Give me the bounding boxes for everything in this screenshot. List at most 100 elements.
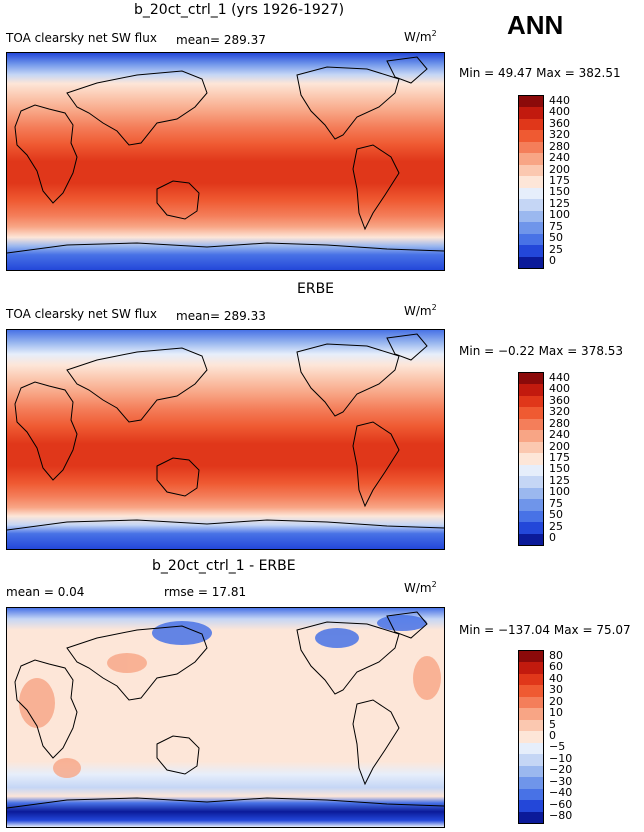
panel2-map-field <box>7 330 444 549</box>
season-label: ANN <box>507 10 564 40</box>
colorbar-tick-label: 175 <box>549 451 570 464</box>
colorbar-tick-label: 200 <box>549 439 570 453</box>
colorbar-tick-label: 240 <box>549 428 570 442</box>
colorbar-swatch <box>519 199 543 212</box>
panel2-title: ERBE <box>297 281 335 297</box>
panel2-colorbar <box>518 372 544 546</box>
colorbar-swatch <box>519 222 543 235</box>
colorbar-swatch <box>519 651 543 663</box>
colorbar-tick-label: −40 <box>549 786 573 800</box>
colorbar-swatch <box>519 441 543 454</box>
panel1-map <box>6 52 445 271</box>
colorbar-swatch <box>519 153 543 166</box>
colorbar-tick-label: −80 <box>549 809 573 823</box>
colorbar-tick-label: 100 <box>549 208 570 222</box>
colorbar-tick-label: 280 <box>549 139 570 153</box>
colorbar-swatch <box>519 742 543 755</box>
colorbar-swatch <box>519 373 543 385</box>
colorbar-tick-label: 400 <box>549 105 570 119</box>
colorbar-swatch <box>519 499 543 512</box>
colorbar-swatch <box>519 522 543 535</box>
colorbar-tick-label: 5 <box>549 717 556 731</box>
colorbar-tick-label: 75 <box>549 219 563 233</box>
panel1-minmax: Min = 49.47 Max = 382.51 <box>459 66 621 80</box>
panel1-units: W/m2 <box>404 29 437 44</box>
colorbar-swatch <box>519 800 543 813</box>
colorbar-tick-label: 360 <box>549 116 570 130</box>
colorbar-swatch <box>519 754 543 767</box>
colorbar-swatch <box>519 430 543 443</box>
colorbar-swatch <box>519 708 543 721</box>
panel3-map-field <box>7 608 444 827</box>
colorbar-tick-label: 150 <box>549 462 570 476</box>
colorbar-tick-label: −5 <box>549 740 566 754</box>
colorbar-tick-label: 0 <box>549 254 556 268</box>
colorbar-tick-label: 25 <box>549 519 563 533</box>
colorbar-swatch <box>519 453 543 466</box>
colorbar-swatch <box>519 811 543 824</box>
colorbar-swatch <box>519 233 543 246</box>
colorbar-swatch <box>519 777 543 790</box>
colorbar-tick-label: 320 <box>549 405 570 419</box>
colorbar-tick-label: 100 <box>549 485 570 499</box>
colorbar-tick-label: 0 <box>549 531 556 545</box>
panel1-map-field <box>7 53 444 270</box>
colorbar-tick-label: 360 <box>549 393 570 407</box>
panel2-variable: TOA clearsky net SW flux <box>6 307 157 321</box>
panel2-minmax: Min = −0.22 Max = 378.53 <box>459 344 624 358</box>
colorbar-tick-label: 440 <box>549 93 570 107</box>
colorbar-tick-label: 175 <box>549 174 570 187</box>
colorbar-tick-label: 320 <box>549 128 570 142</box>
colorbar-tick-label: 440 <box>549 370 570 384</box>
colorbar-swatch <box>519 141 543 154</box>
panel3-rmse: rmse = 17.81 <box>164 585 247 599</box>
colorbar-swatch <box>519 395 543 408</box>
colorbar-swatch <box>519 673 543 686</box>
colorbar-swatch <box>519 210 543 223</box>
colorbar-swatch <box>519 384 543 397</box>
colorbar-tick-label: 40 <box>549 671 563 685</box>
colorbar-swatch <box>519 256 543 269</box>
colorbar-swatch <box>519 187 543 200</box>
colorbar-swatch <box>519 245 543 258</box>
colorbar-tick-label: 280 <box>549 416 570 430</box>
colorbar-tick-label: 50 <box>549 508 563 522</box>
colorbar-tick-label: 0 <box>549 729 556 742</box>
panel1-mean: mean= 289.37 <box>176 33 266 47</box>
colorbar-tick-label: −10 <box>549 751 573 765</box>
colorbar-tick-label: 240 <box>549 151 570 165</box>
colorbar-tick-label: 150 <box>549 185 570 199</box>
colorbar-tick-label: −30 <box>549 774 573 788</box>
panel3-map <box>6 607 445 828</box>
panel3-title: b_20ct_ctrl_1 - ERBE <box>152 558 296 574</box>
panel3-minmax: Min = −137.04 Max = 75.07 <box>459 623 631 637</box>
panel3-colorbar <box>518 650 544 824</box>
colorbar-swatch <box>519 176 543 189</box>
colorbar-swatch <box>519 788 543 801</box>
panel1-variable: TOA clearsky net SW flux <box>6 31 157 45</box>
panel1-colorbar <box>518 95 544 269</box>
colorbar-swatch <box>519 96 543 108</box>
colorbar-swatch <box>519 685 543 698</box>
colorbar-swatch <box>519 464 543 477</box>
colorbar-tick-label: 400 <box>549 382 570 396</box>
panel3-units: W/m2 <box>404 580 437 595</box>
colorbar-tick-label: 80 <box>549 648 563 662</box>
panel2-mean: mean= 289.33 <box>176 309 266 323</box>
colorbar-swatch <box>519 533 543 546</box>
panel1-title: b_20ct_ctrl_1 (yrs 1926-1927) <box>134 2 345 18</box>
colorbar-tick-label: 30 <box>549 683 563 697</box>
colorbar-swatch <box>519 164 543 177</box>
colorbar-swatch <box>519 719 543 732</box>
colorbar-tick-label: −20 <box>549 763 573 777</box>
panel2-map <box>6 329 445 550</box>
colorbar-swatch <box>519 765 543 778</box>
colorbar-swatch <box>519 130 543 143</box>
panel3-mean: mean = 0.04 <box>6 585 85 599</box>
colorbar-swatch <box>519 662 543 675</box>
colorbar-tick-label: 50 <box>549 231 563 245</box>
colorbar-swatch <box>519 107 543 120</box>
colorbar-swatch <box>519 476 543 489</box>
colorbar-tick-label: 10 <box>549 706 563 720</box>
colorbar-swatch <box>519 731 543 744</box>
